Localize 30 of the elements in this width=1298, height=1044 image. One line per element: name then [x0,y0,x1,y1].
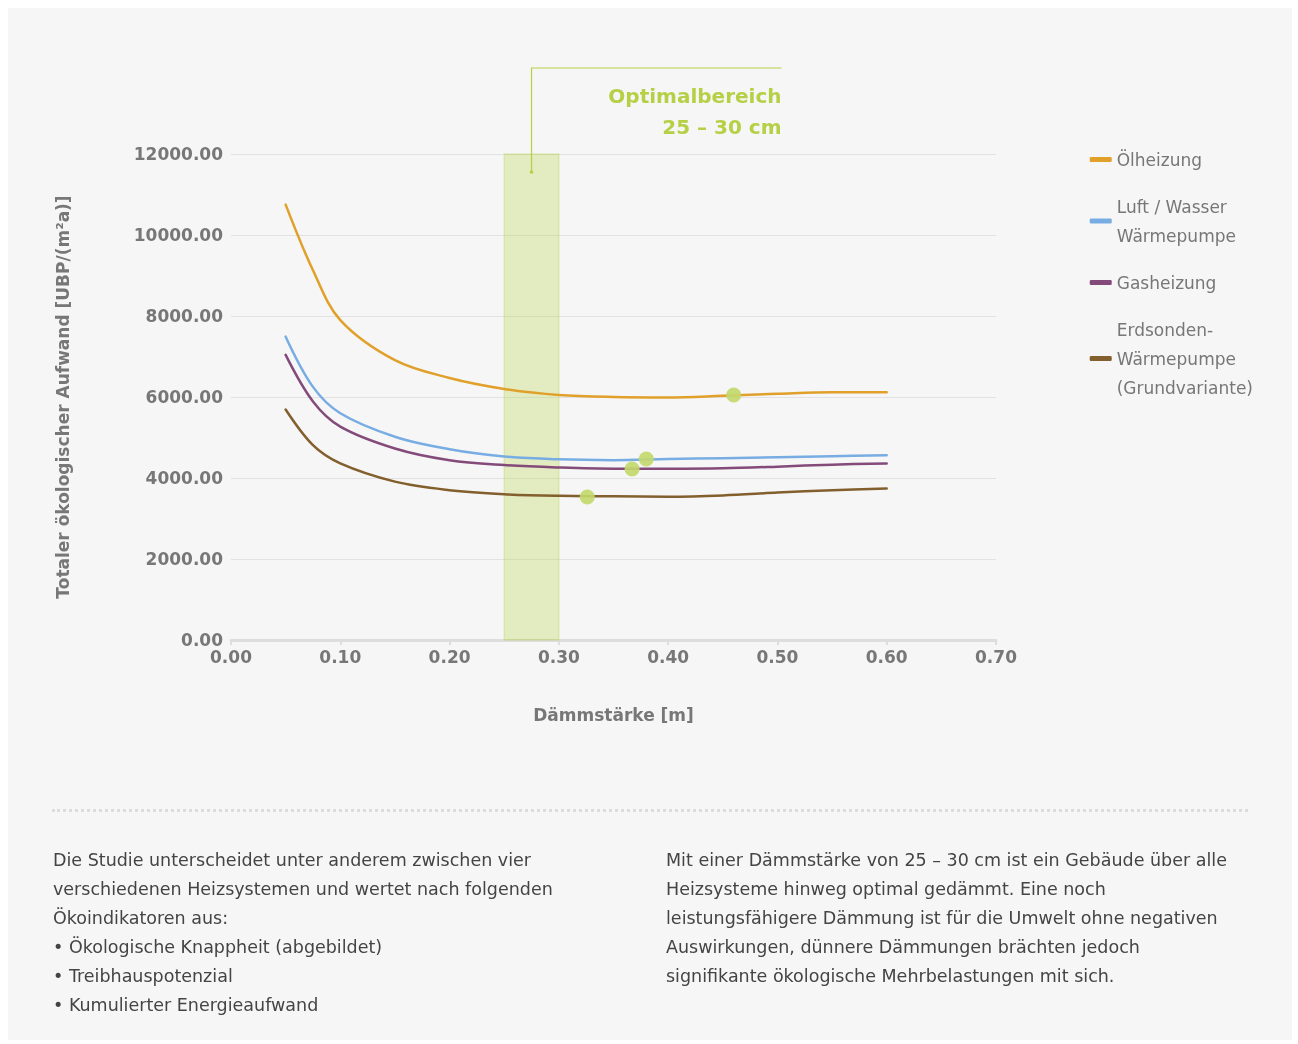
y-axis-title: Totaler ökologischer Aufwand [UBP/(m²a)] [52,195,73,599]
point [726,387,742,403]
band-label: Optimalbereich 25 – 30 cm [608,83,782,139]
x-tick-label: 0.30 [537,646,580,667]
y-tick-label: 2000.00 [145,549,224,569]
x-tick-label: 0.20 [428,646,471,667]
line-series [284,353,888,470]
point [638,451,654,467]
line-series [284,335,888,462]
line-series [284,408,888,498]
line-series [284,203,888,399]
legend-label: Luft / Wasser Wärmepumpe [1116,196,1236,246]
text: Mit einer Dämmstärke von 25 – 30 cm ist ein Gebäude über alle Heizsysteme hinweg optimal gedämmt. Eine noch leistungsfähigere Dämmung ist für die Umwelt ohne negativen Auswirkungen, dünnere Dämmungen brächten jedoch signifikante ökologische Mehrbelastungen mit sich. [666,849,1228,988]
point [624,461,640,477]
x-tick-label: 0.70 [975,646,1018,667]
y-tick-label: 4000.00 [145,468,224,488]
x-tick-label: 0.60 [865,646,908,667]
legend-label: Ölheizung [1116,148,1203,170]
x-tick-label: 0.40 [647,646,690,667]
x-tick-label: 0.10 [319,646,362,667]
text: Die Studie unterscheidet unter anderem zwischen vier verschiedenen Heizsystemen und wertet nach folgenden Ökoindikatoren aus: • Ökologische Knappheit (abgebildet) • Treibhauspotenzial • Kumulierter Energieaufwand [53,849,554,1017]
y-tick-label: 8000.00 [145,306,224,326]
point [579,489,595,505]
x-axis-title: Dämmstärke [m] [533,704,694,725]
x-tick-label: 0.50 [756,646,799,667]
y-tick-label: 6000.00 [145,387,224,407]
y-tick-label: 10000.00 [133,225,224,245]
legend-label: Erdsonden-Wärmepumpe (Grundvariante) [1116,319,1254,398]
y-tick-label: 12000.00 [133,144,224,164]
legend-label: Gasheizung [1116,272,1217,293]
